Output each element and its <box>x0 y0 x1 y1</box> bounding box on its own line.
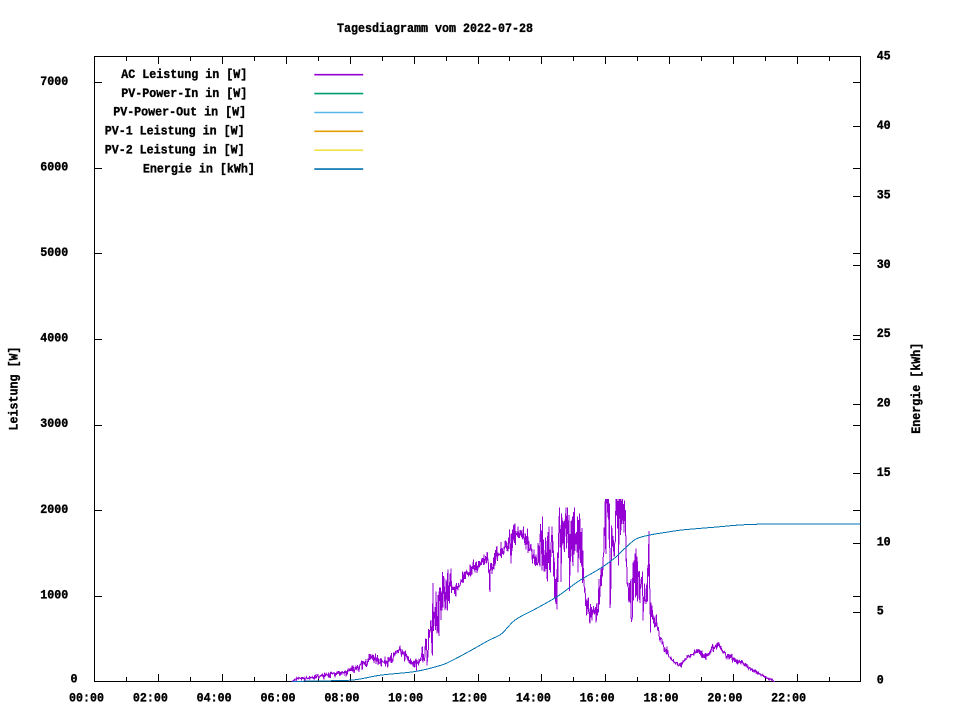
svg-text:45: 45 <box>877 49 891 64</box>
svg-text:22:00: 22:00 <box>771 690 806 705</box>
svg-text:PV-1 Leistung in [W]: PV-1 Leistung in [W] <box>105 124 245 139</box>
svg-text:1000: 1000 <box>40 587 68 602</box>
svg-text:0: 0 <box>71 672 78 687</box>
svg-text:15: 15 <box>877 465 891 480</box>
svg-text:40: 40 <box>877 118 891 133</box>
svg-text:08:00: 08:00 <box>324 690 359 705</box>
svg-text:10:00: 10:00 <box>388 690 423 705</box>
svg-text:18:00: 18:00 <box>644 690 679 705</box>
svg-text:4000: 4000 <box>40 331 68 346</box>
svg-text:Energie in [kWh]: Energie in [kWh] <box>143 161 255 176</box>
svg-text:AC Leistung in [W]: AC Leistung in [W] <box>121 67 247 82</box>
svg-text:3000: 3000 <box>40 416 68 431</box>
svg-text:Leistung [W]: Leistung [W] <box>7 347 22 431</box>
svg-text:Energie [kWh]: Energie [kWh] <box>909 343 924 434</box>
svg-text:02:00: 02:00 <box>133 690 168 705</box>
svg-text:6000: 6000 <box>40 159 68 174</box>
svg-text:Tagesdiagramm vom 2022-07-28: Tagesdiagramm vom 2022-07-28 <box>337 21 533 36</box>
svg-text:PV-Power-Out in [W]: PV-Power-Out in [W] <box>113 105 246 120</box>
svg-text:35: 35 <box>877 187 891 202</box>
svg-text:7000: 7000 <box>40 74 68 89</box>
svg-text:10: 10 <box>877 534 891 549</box>
svg-text:20:00: 20:00 <box>707 690 742 705</box>
svg-text:PV-2 Leistung in [W]: PV-2 Leistung in [W] <box>105 142 245 157</box>
svg-text:04:00: 04:00 <box>197 690 232 705</box>
svg-text:14:00: 14:00 <box>516 690 551 705</box>
svg-text:16:00: 16:00 <box>580 690 615 705</box>
svg-text:12:00: 12:00 <box>452 690 487 705</box>
svg-text:30: 30 <box>877 257 891 272</box>
svg-text:PV-Power-In in [W]: PV-Power-In in [W] <box>121 86 247 101</box>
svg-text:20: 20 <box>877 396 891 411</box>
svg-text:0: 0 <box>877 672 884 687</box>
svg-text:2000: 2000 <box>40 502 68 517</box>
svg-text:5000: 5000 <box>40 245 68 260</box>
svg-text:06:00: 06:00 <box>261 690 296 705</box>
svg-text:25: 25 <box>877 326 891 341</box>
svg-text:00:00: 00:00 <box>69 690 104 705</box>
svg-text:5: 5 <box>877 604 884 619</box>
